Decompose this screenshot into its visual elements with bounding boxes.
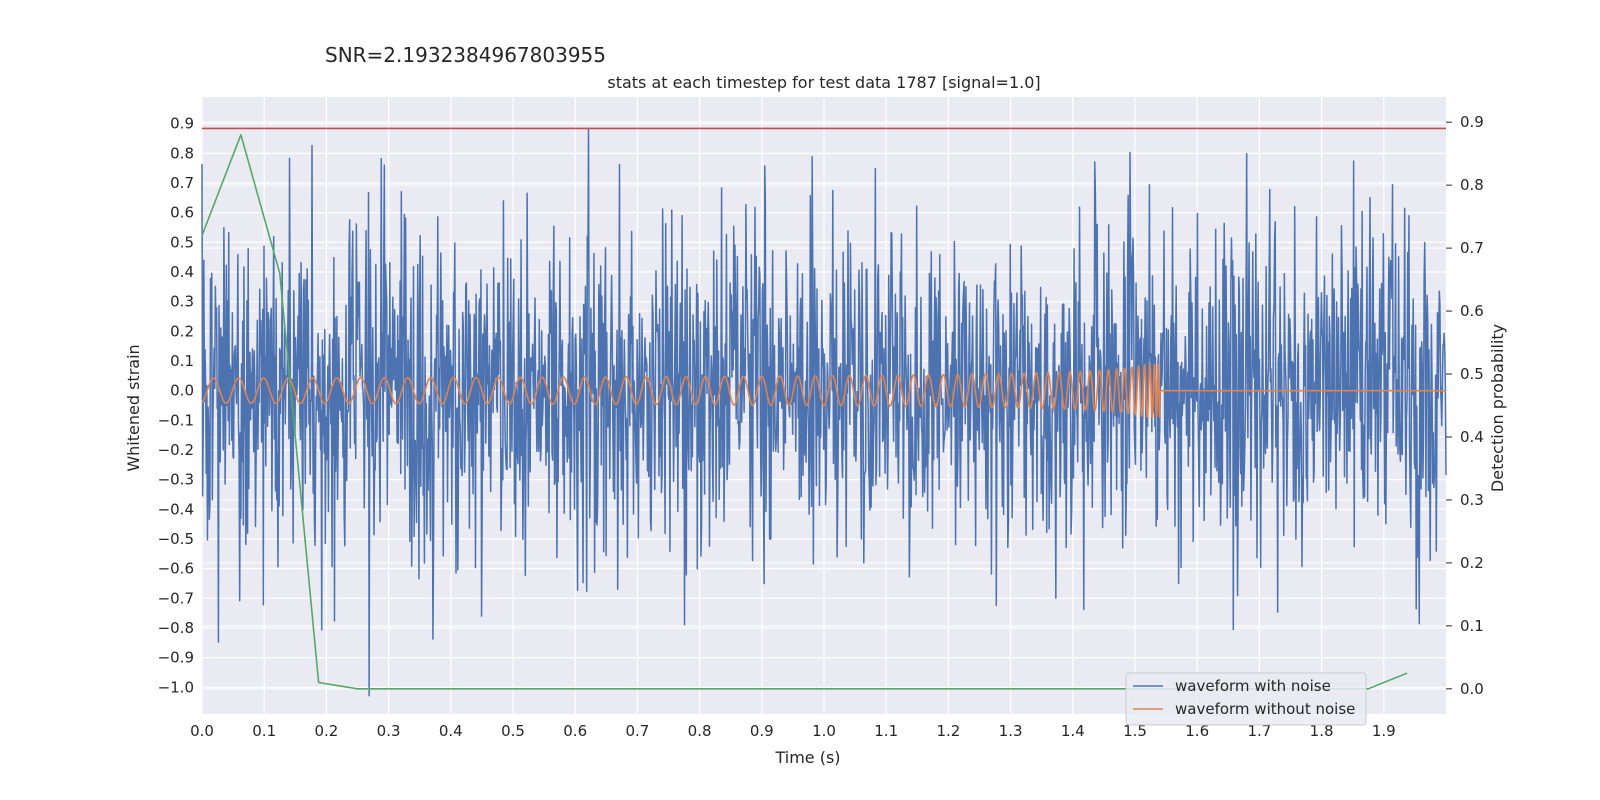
legend-label-clean: waveform without noise <box>1175 700 1355 718</box>
y2-tick-label: 0.7 <box>1460 239 1484 257</box>
y-axis-label: Whitened strain <box>124 344 143 471</box>
x-axis-label: Time (s) <box>774 748 840 767</box>
y2-tick-label: 0.8 <box>1460 176 1484 194</box>
x-tick-label: 0.4 <box>439 722 463 740</box>
x-tick-label: 1.0 <box>812 722 836 740</box>
y-tick-label: −0.7 <box>158 589 194 607</box>
x-tick-label: 1.2 <box>936 722 960 740</box>
series-line-1 <box>201 363 1447 419</box>
y2-tick-label: 0.4 <box>1460 428 1484 446</box>
y-tick-label: −0.9 <box>158 649 194 667</box>
y2-tick-label: 0.2 <box>1460 554 1484 572</box>
y-tick-label: 0.4 <box>170 263 194 281</box>
y-tick-label: −0.8 <box>158 619 194 637</box>
axes-layer: 0.0 0.1 0.2 0.3 0.4 0.5 0.6 0.7 0.8 0.9 1.0 1.1 1.2 1… <box>158 113 1484 740</box>
y-tick-label: −0.5 <box>158 530 194 548</box>
y-tick-label: 0.9 <box>170 115 194 133</box>
legend-box <box>1125 672 1367 726</box>
y-tick-label: 0.8 <box>170 144 194 162</box>
x-tick-label: 0.0 <box>190 722 214 740</box>
y-tick-label: 0.6 <box>170 204 194 222</box>
x-tick-label: 0.9 <box>750 722 774 740</box>
x-tick-label: 0.1 <box>252 722 276 740</box>
series-line-0 <box>201 127 1447 697</box>
x-tick-label: 0.7 <box>625 722 649 740</box>
y-tick-label: 0.5 <box>170 233 194 251</box>
x-tick-label: 0.2 <box>314 722 338 740</box>
series-layer <box>201 127 1447 697</box>
y2-tick-label: 0.9 <box>1460 113 1484 131</box>
x-tick-label: 0.3 <box>377 722 401 740</box>
y-tick-label: −0.1 <box>158 411 194 429</box>
x-tick-label: 1.7 <box>1247 722 1271 740</box>
x-tick-label: 1.1 <box>874 722 898 740</box>
y-tick-label: 0.3 <box>170 293 194 311</box>
x-tick-label: 0.6 <box>563 722 587 740</box>
y2-tick-label: 0.3 <box>1460 491 1484 509</box>
chart-title: stats at each timestep for test data 178… <box>607 73 1040 92</box>
y-tick-label: 0.7 <box>170 174 194 192</box>
legend: waveform with noise waveform without noi… <box>1125 672 1367 726</box>
x-tick-label: 0.5 <box>501 722 525 740</box>
x-tick-label: 1.9 <box>1372 722 1396 740</box>
y2-axis-label: Detection probability <box>1488 324 1507 492</box>
x-tick-label: 1.5 <box>1123 722 1147 740</box>
y-tick-label: 0.2 <box>170 322 194 340</box>
y-tick-label: −0.3 <box>158 471 194 489</box>
y-tick-label: 0.1 <box>170 352 194 370</box>
suptitle: SNR=2.1932384967803955 <box>325 43 606 67</box>
y2-tick-label: 0.6 <box>1460 302 1484 320</box>
y2-tick-label: 0.1 <box>1460 617 1484 635</box>
x-tick-label: 1.6 <box>1185 722 1209 740</box>
x-tick-label: 0.8 <box>688 722 712 740</box>
x-tick-label: 1.3 <box>999 722 1023 740</box>
legend-label-noise: waveform with noise <box>1175 677 1331 695</box>
y-tick-label: 0.0 <box>170 382 194 400</box>
x-tick-label: 1.8 <box>1310 722 1334 740</box>
y-tick-label: −0.4 <box>158 500 194 518</box>
y-tick-label: −0.2 <box>158 441 194 459</box>
y2-tick-label: 0.0 <box>1460 680 1484 698</box>
y2-tick-label: 0.5 <box>1460 365 1484 383</box>
y-tick-label: −1.0 <box>158 678 194 696</box>
y-tick-label: −0.6 <box>158 560 194 578</box>
x-tick-label: 1.4 <box>1061 722 1085 740</box>
